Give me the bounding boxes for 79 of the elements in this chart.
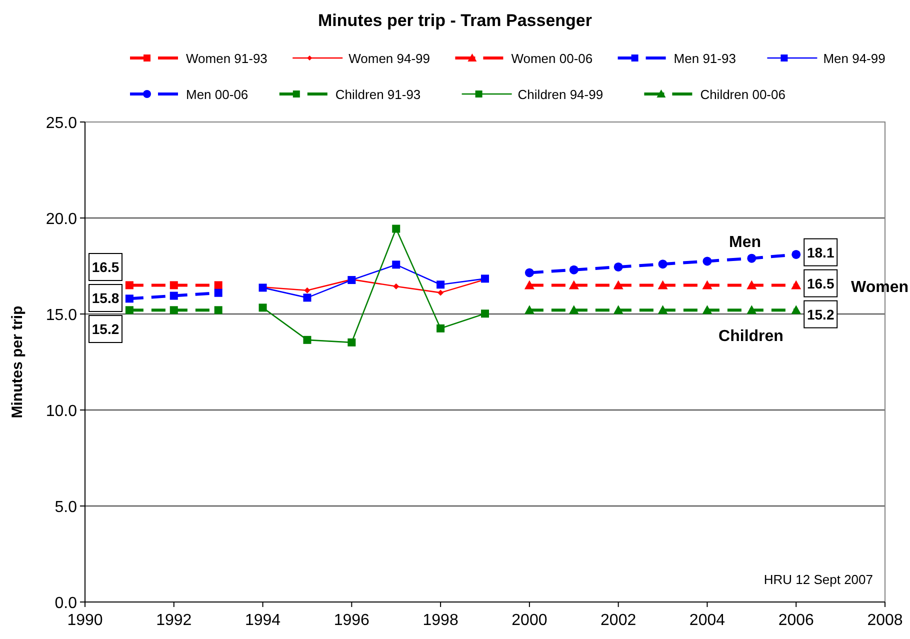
legend-label: Children 91-93 <box>335 87 421 102</box>
point <box>481 310 489 318</box>
point <box>303 294 312 302</box>
point <box>170 281 178 290</box>
point <box>658 280 668 290</box>
point <box>170 292 178 300</box>
x-tick-label: 2000 <box>512 612 548 629</box>
x-tick-label: 1992 <box>156 612 192 629</box>
point <box>658 260 668 269</box>
legend-label: Women 94-99 <box>348 51 430 66</box>
legend-label: Children 00-06 <box>700 87 786 102</box>
point <box>348 338 356 346</box>
point <box>170 306 178 314</box>
y-axis-title: Minutes per trip <box>9 306 26 418</box>
legend-label: Women 00-06 <box>511 51 593 66</box>
legend-label: Women 91-93 <box>186 51 268 66</box>
point <box>304 287 310 294</box>
y-tick-label: 5.0 <box>54 499 78 516</box>
point <box>791 280 802 290</box>
point <box>393 283 400 290</box>
data-label: 15.8 <box>92 290 120 306</box>
point <box>746 305 757 314</box>
point <box>791 305 802 314</box>
point <box>568 280 579 290</box>
y-tick-label: 15.0 <box>46 307 78 324</box>
chart-title: Minutes per trip - Tram Passenger <box>318 11 592 30</box>
y-tick-label: 10.0 <box>46 403 78 420</box>
x-tick-label: 1990 <box>67 612 103 629</box>
point <box>125 306 134 314</box>
data-label: 18.1 <box>806 244 834 260</box>
point <box>258 304 267 312</box>
y-tick-label: 20.0 <box>46 211 78 228</box>
point <box>524 305 534 314</box>
annotation: HRU 12 Sept 2007 <box>764 572 873 587</box>
point <box>614 262 623 272</box>
y-tick-label: 0.0 <box>54 595 78 612</box>
legend-label: Men 94-99 <box>823 51 886 66</box>
point <box>613 280 624 290</box>
point <box>524 280 534 290</box>
x-tick-label: 1996 <box>334 612 370 629</box>
legend-label: Men 91-93 <box>674 51 736 66</box>
point <box>568 305 579 314</box>
point <box>746 280 757 290</box>
data-label: 16.5 <box>92 259 120 275</box>
data-label: 16.5 <box>806 275 834 292</box>
point <box>792 250 801 259</box>
x-tick-label: 2002 <box>600 612 636 629</box>
point <box>524 268 534 278</box>
point <box>702 305 712 314</box>
x-tick-label: 2008 <box>867 612 903 629</box>
point <box>702 256 712 266</box>
data-label: 15.2 <box>806 306 834 322</box>
point <box>747 254 756 263</box>
point <box>214 288 222 297</box>
point <box>392 260 400 269</box>
point <box>392 224 400 233</box>
point <box>214 281 222 290</box>
x-tick-label: 2004 <box>689 612 726 629</box>
point <box>125 294 134 303</box>
point <box>303 336 312 344</box>
data-label: 15.2 <box>92 321 120 337</box>
y-tick-label: 25.0 <box>46 115 78 132</box>
point <box>702 280 712 290</box>
legend-label: Men 00-06 <box>186 87 248 102</box>
point <box>125 281 134 290</box>
annotation: Children <box>718 328 784 345</box>
point <box>214 306 222 314</box>
x-tick-label: 1994 <box>244 612 281 629</box>
x-tick-label: 2006 <box>778 612 814 629</box>
point <box>658 305 668 314</box>
point <box>438 290 444 296</box>
point <box>436 280 445 289</box>
annotation: Men <box>729 234 761 251</box>
legend-label: Children 94-99 <box>518 87 604 102</box>
annotation: Women <box>851 279 908 296</box>
point <box>436 324 445 332</box>
point <box>569 265 578 274</box>
point <box>613 305 624 314</box>
x-tick-label: 1998 <box>422 612 458 629</box>
